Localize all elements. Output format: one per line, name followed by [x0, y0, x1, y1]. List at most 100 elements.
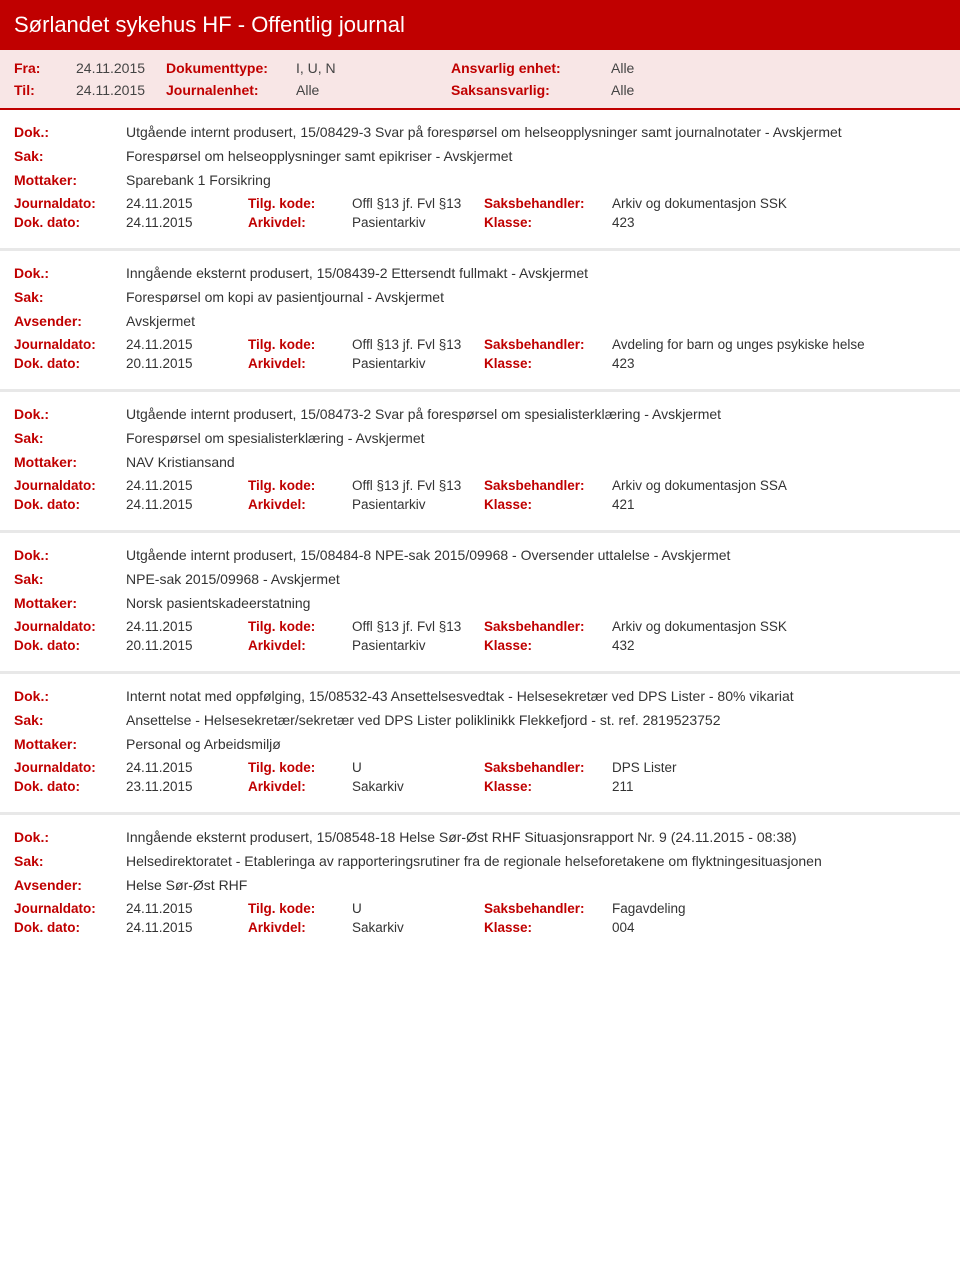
- dok-value: Utgående internt produsert, 15/08429-3 S…: [126, 124, 946, 140]
- saksbehandler-value: Arkiv og dokumentasjon SSK: [612, 196, 946, 211]
- dokdato-value: 20.11.2015: [126, 356, 248, 371]
- filter-fra-value: 24.11.2015: [76, 60, 166, 76]
- sak-value: Forespørsel om spesialisterklæring - Avs…: [126, 430, 946, 446]
- dokdato-label: Dok. dato:: [14, 497, 126, 512]
- dok-value: Inngående eksternt produsert, 15/08439-2…: [126, 265, 946, 281]
- dok-value: Utgående internt produsert, 15/08484-8 N…: [126, 547, 946, 563]
- party-label: Mottaker:: [14, 736, 126, 752]
- dokdato-value: 24.11.2015: [126, 215, 248, 230]
- sak-label: Sak:: [14, 853, 126, 869]
- saksbehandler-value: Avdeling for barn og unges psykiske hels…: [612, 337, 946, 352]
- journaldato-label: Journaldato:: [14, 760, 126, 775]
- dokdato-value: 24.11.2015: [126, 497, 248, 512]
- filter-doktype-value: I, U, N: [296, 60, 451, 76]
- saksbehandler-label: Saksbehandler:: [484, 196, 612, 211]
- tilgkode-label: Tilg. kode:: [248, 901, 352, 916]
- journal-entry: Dok.:Internt notat med oppfølging, 15/08…: [0, 674, 960, 815]
- dokdato-label: Dok. dato:: [14, 920, 126, 935]
- entries-list: Dok.:Utgående internt produsert, 15/0842…: [0, 110, 960, 953]
- sak-value: Ansettelse - Helsesekretær/sekretær ved …: [126, 712, 946, 728]
- page-title: Sørlandet sykehus HF - Offentlig journal: [0, 0, 960, 50]
- klasse-value: 423: [612, 215, 946, 230]
- journal-entry: Dok.:Utgående internt produsert, 15/0848…: [0, 533, 960, 674]
- klasse-label: Klasse:: [484, 920, 612, 935]
- tilgkode-value: U: [352, 760, 484, 775]
- journaldato-label: Journaldato:: [14, 196, 126, 211]
- klasse-label: Klasse:: [484, 779, 612, 794]
- dok-label: Dok.:: [14, 265, 126, 281]
- filter-row-2: Til: 24.11.2015 Journalenhet: Alle Saksa…: [14, 82, 946, 98]
- journal-entry: Dok.:Inngående eksternt produsert, 15/08…: [0, 251, 960, 392]
- saksbehandler-label: Saksbehandler:: [484, 478, 612, 493]
- dok-label: Dok.:: [14, 124, 126, 140]
- party-value: Norsk pasientskadeerstatning: [126, 595, 946, 611]
- filter-saksansvarlig-value: Alle: [611, 82, 634, 98]
- sak-value: Forespørsel om helseopplysninger samt ep…: [126, 148, 946, 164]
- arkivdel-label: Arkivdel:: [248, 638, 352, 653]
- tilgkode-value: Offl §13 jf. Fvl §13: [352, 619, 484, 634]
- saksbehandler-label: Saksbehandler:: [484, 619, 612, 634]
- filter-ansvarlig-value: Alle: [611, 60, 634, 76]
- filter-fra-label: Fra:: [14, 60, 76, 76]
- party-label: Mottaker:: [14, 595, 126, 611]
- arkivdel-value: Pasientarkiv: [352, 497, 484, 512]
- klasse-label: Klasse:: [484, 215, 612, 230]
- dokdato-value: 23.11.2015: [126, 779, 248, 794]
- filter-doktype-label: Dokumenttype:: [166, 60, 296, 76]
- sak-label: Sak:: [14, 289, 126, 305]
- journaldato-value: 24.11.2015: [126, 337, 248, 352]
- arkivdel-value: Sakarkiv: [352, 779, 484, 794]
- tilgkode-label: Tilg. kode:: [248, 478, 352, 493]
- sak-label: Sak:: [14, 148, 126, 164]
- filter-saksansvarlig-label: Saksansvarlig:: [451, 82, 611, 98]
- klasse-value: 421: [612, 497, 946, 512]
- filter-panel: Fra: 24.11.2015 Dokumenttype: I, U, N An…: [0, 50, 960, 110]
- saksbehandler-value: DPS Lister: [612, 760, 946, 775]
- tilgkode-label: Tilg. kode:: [248, 760, 352, 775]
- party-value: NAV Kristiansand: [126, 454, 946, 470]
- journaldato-label: Journaldato:: [14, 337, 126, 352]
- journaldato-value: 24.11.2015: [126, 196, 248, 211]
- arkivdel-label: Arkivdel:: [248, 356, 352, 371]
- sak-label: Sak:: [14, 571, 126, 587]
- klasse-value: 211: [612, 779, 946, 794]
- journaldato-value: 24.11.2015: [126, 619, 248, 634]
- klasse-value: 004: [612, 920, 946, 935]
- party-label: Mottaker:: [14, 172, 126, 188]
- party-value: Sparebank 1 Forsikring: [126, 172, 946, 188]
- tilgkode-value: U: [352, 901, 484, 916]
- arkivdel-label: Arkivdel:: [248, 920, 352, 935]
- klasse-label: Klasse:: [484, 638, 612, 653]
- saksbehandler-value: Arkiv og dokumentasjon SSK: [612, 619, 946, 634]
- dokdato-value: 20.11.2015: [126, 638, 248, 653]
- arkivdel-value: Pasientarkiv: [352, 215, 484, 230]
- arkivdel-value: Pasientarkiv: [352, 356, 484, 371]
- dokdato-label: Dok. dato:: [14, 356, 126, 371]
- dokdato-label: Dok. dato:: [14, 779, 126, 794]
- sak-value: NPE-sak 2015/09968 - Avskjermet: [126, 571, 946, 587]
- saksbehandler-label: Saksbehandler:: [484, 337, 612, 352]
- dok-value: Utgående internt produsert, 15/08473-2 S…: [126, 406, 946, 422]
- journaldato-value: 24.11.2015: [126, 478, 248, 493]
- tilgkode-label: Tilg. kode:: [248, 619, 352, 634]
- dokdato-value: 24.11.2015: [126, 920, 248, 935]
- journaldato-value: 24.11.2015: [126, 901, 248, 916]
- sak-label: Sak:: [14, 712, 126, 728]
- filter-journalenhet-value: Alle: [296, 82, 451, 98]
- arkivdel-label: Arkivdel:: [248, 779, 352, 794]
- dok-label: Dok.:: [14, 547, 126, 563]
- saksbehandler-value: Fagavdeling: [612, 901, 946, 916]
- tilgkode-value: Offl §13 jf. Fvl §13: [352, 196, 484, 211]
- arkivdel-label: Arkivdel:: [248, 497, 352, 512]
- dok-label: Dok.:: [14, 406, 126, 422]
- dok-value: Internt notat med oppfølging, 15/08532-4…: [126, 688, 946, 704]
- party-label: Mottaker:: [14, 454, 126, 470]
- saksbehandler-label: Saksbehandler:: [484, 901, 612, 916]
- saksbehandler-label: Saksbehandler:: [484, 760, 612, 775]
- dokdato-label: Dok. dato:: [14, 215, 126, 230]
- saksbehandler-value: Arkiv og dokumentasjon SSA: [612, 478, 946, 493]
- party-label: Avsender:: [14, 313, 126, 329]
- dok-label: Dok.:: [14, 688, 126, 704]
- klasse-label: Klasse:: [484, 497, 612, 512]
- sak-value: Helsedirektoratet - Etableringa av rappo…: [126, 853, 946, 869]
